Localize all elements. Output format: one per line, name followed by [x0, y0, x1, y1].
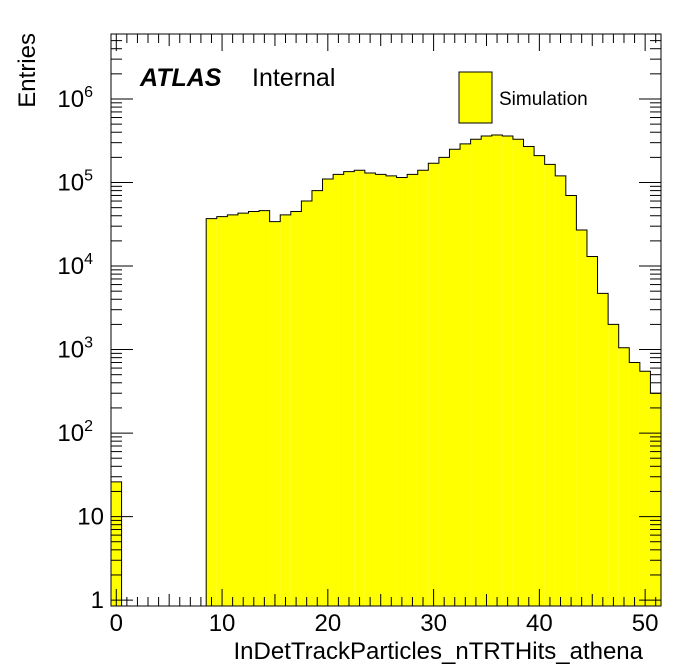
histogram-bar	[608, 324, 619, 606]
histogram-bar	[333, 174, 344, 606]
histogram-bar	[629, 362, 640, 606]
y-tick-label: 105	[57, 168, 93, 197]
legend-label: Simulation	[499, 89, 588, 110]
histogram-bar	[237, 213, 249, 606]
y-tick-label: 106	[57, 84, 93, 113]
histogram-bar	[544, 164, 556, 607]
y-axis-title: Entries	[14, 33, 41, 108]
histogram-bar	[502, 136, 513, 606]
histogram-bar	[311, 190, 323, 606]
x-tick-label: 40	[526, 610, 553, 637]
histogram-bar	[354, 170, 365, 606]
histogram-bar	[386, 175, 397, 606]
histogram-bar	[555, 175, 566, 606]
x-axis-title: InDetTrackParticles_nTRTHits_athena	[234, 638, 644, 665]
axes	[110, 33, 662, 607]
histogram-bar	[460, 143, 471, 606]
histogram-bar	[449, 149, 461, 607]
histogram-bar	[639, 371, 651, 606]
histogram-bar	[407, 174, 418, 606]
y-tick-label: 1	[91, 587, 104, 614]
histogram-bars	[110, 134, 661, 607]
histogram-bar	[269, 221, 281, 606]
histogram-bar	[618, 347, 630, 606]
legend: Simulation	[458, 71, 588, 124]
tick-labels: 0 10 20 30 40 50 1 10 102 103 104 105 106	[57, 84, 658, 637]
histogram-outline	[110, 134, 661, 607]
histogram-bar	[290, 211, 302, 607]
y-tick-label: 103	[57, 335, 93, 364]
plot-frame	[110, 33, 662, 607]
histogram-bar	[206, 218, 217, 607]
histogram-bar	[216, 216, 228, 606]
x-tick-label: 0	[110, 610, 123, 637]
y-tick-label: 104	[57, 251, 93, 280]
histogram-bar	[650, 393, 661, 606]
x-tick-label: 30	[420, 610, 447, 637]
histogram-bar	[343, 171, 355, 606]
histogram-bar	[470, 139, 482, 606]
histogram-bar	[375, 174, 386, 606]
histogram-bar	[565, 195, 577, 606]
histogram-bar	[438, 157, 450, 606]
histogram-bar	[523, 146, 535, 606]
histogram-bar	[417, 170, 429, 606]
histogram-bar	[491, 135, 503, 607]
histogram-bar	[586, 256, 598, 606]
histogram-bar	[364, 172, 376, 606]
x-tick-label: 20	[314, 610, 341, 637]
histogram-bar	[576, 230, 587, 606]
ticks	[111, 33, 661, 606]
histogram-bar	[396, 177, 408, 606]
histogram-bar	[512, 139, 524, 606]
histogram-bar	[597, 293, 609, 606]
histogram-bar	[248, 211, 260, 607]
histogram-bar	[111, 481, 122, 606]
atlas-label: ATLAS	[139, 64, 222, 92]
histogram-bar	[259, 210, 270, 606]
internal-label: Internal	[252, 64, 335, 92]
histogram-bar	[301, 201, 312, 606]
histogram-bar	[428, 163, 439, 607]
y-tick-label: 102	[57, 418, 93, 447]
x-tick-label: 50	[632, 610, 659, 637]
x-tick-label: 10	[209, 610, 236, 637]
histogram-bar	[280, 214, 291, 606]
legend-swatch	[458, 71, 493, 124]
histogram-bar	[322, 179, 334, 606]
histogram-bar	[534, 155, 545, 606]
histogram-bar	[227, 214, 238, 606]
y-tick-label: 10	[77, 504, 104, 531]
histogram-bar	[481, 136, 492, 606]
